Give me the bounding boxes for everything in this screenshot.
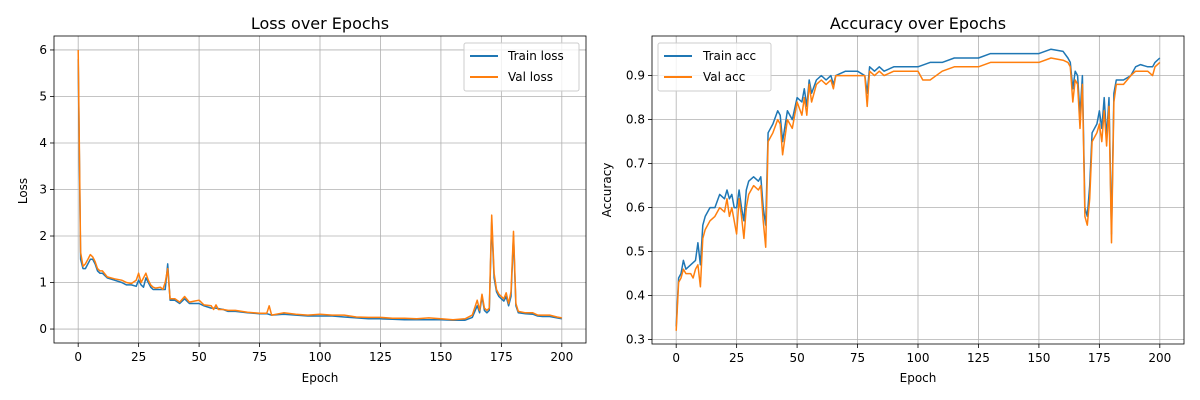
accuracy-y-tick-label: 0.4 [626,289,645,303]
loss-x-tick-label: 25 [131,350,146,364]
accuracy-y-axis-label: Accuracy [600,163,614,218]
accuracy-y-tick-label: 0.3 [626,333,645,347]
loss-y-tick-label: 6 [39,43,47,57]
loss-y-tick-label: 4 [39,136,47,150]
loss-y-tick-label: 3 [39,183,47,197]
accuracy-chart-title: Accuracy over Epochs [830,14,1006,33]
accuracy-y-tick-label: 0.9 [626,69,645,83]
loss-x-tick-label: 100 [309,350,332,364]
accuracy-y-tick-label: 0.8 [626,113,645,127]
accuracy-x-tick-label: 175 [1088,351,1111,365]
loss-val-series-line [77,49,562,321]
loss-x-tick-label: 0 [74,350,82,364]
accuracy-x-tick-label: 75 [850,351,865,365]
accuracy-x-tick-label: 50 [789,351,804,365]
loss-y-axis-label: Loss [16,178,30,204]
accuracy-chart: Accuracy over Epochs Epoch Accuracy 0 25 5… [600,14,1185,385]
accuracy-y-tick-label: 0.5 [626,245,645,259]
accuracy-legend-val-label: Val acc [703,70,745,84]
accuracy-x-tick-label: 25 [729,351,744,365]
accuracy-legend: Train acc Val acc [657,42,772,92]
loss-x-tick-label: 150 [429,350,452,364]
loss-x-tick-label: 75 [252,350,267,364]
loss-y-tick-label: 5 [39,89,47,103]
loss-legend: Train loss Val loss [463,42,580,92]
accuracy-x-axis-label: Epoch [900,371,937,385]
loss-x-axis-label: Epoch [302,371,339,385]
accuracy-x-tick-label: 200 [1148,351,1171,365]
accuracy-train-series-line [675,48,1161,327]
loss-x-tick-label: 175 [490,350,513,364]
accuracy-x-tick-label: 0 [672,351,680,365]
loss-y-tick-label: 0 [39,322,47,336]
accuracy-y-tick-label: 0.6 [626,201,645,215]
accuracy-legend-train-label: Train acc [702,49,756,63]
loss-x-tick-label: 200 [550,350,573,364]
accuracy-y-tick-label: 0.7 [626,157,645,171]
accuracy-plot-area: 0 25 50 75 100 125 150 175 200 0.3 0.4 0.5 0.6 0.7 0.8… [626,35,1185,365]
accuracy-x-tick-label: 100 [907,351,930,365]
accuracy-x-tick-label: 150 [1027,351,1050,365]
accuracy-x-tick-label: 125 [967,351,990,365]
loss-x-tick-label: 50 [191,350,206,364]
loss-legend-val-label: Val loss [508,70,553,84]
loss-y-tick-label: 1 [39,276,47,290]
loss-chart-title: Loss over Epochs [251,14,389,33]
accuracy-val-series-line [675,57,1161,331]
loss-y-tick-label: 2 [39,229,47,243]
loss-legend-train-label: Train loss [507,49,564,63]
loss-plot-area: 0 25 50 75 100 125 150 175 200 0 1 2 3 4 5 6 [39,35,587,364]
loss-x-tick-label: 125 [369,350,392,364]
loss-chart: Loss over Epochs Epoch Loss 0 25 50 75 100 12… [16,14,587,385]
